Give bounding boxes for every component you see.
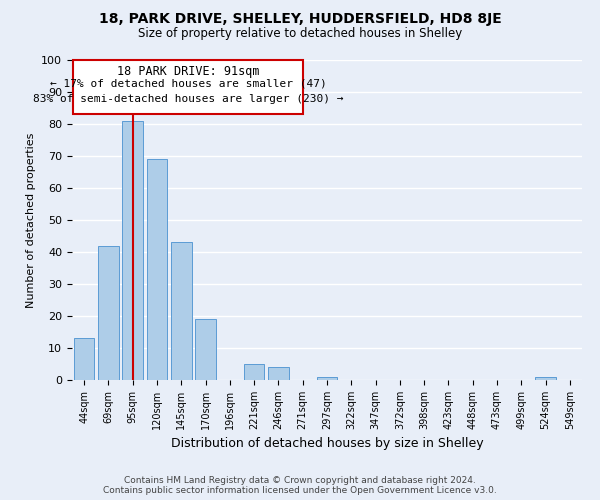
Bar [74, 338, 94, 380]
Text: 18 PARK DRIVE: 91sqm: 18 PARK DRIVE: 91sqm [117, 65, 259, 78]
Text: Contains HM Land Registry data © Crown copyright and database right 2024.: Contains HM Land Registry data © Crown c… [124, 476, 476, 485]
Bar [171, 242, 191, 380]
Bar [535, 377, 556, 380]
Text: Contains public sector information licensed under the Open Government Licence v3: Contains public sector information licen… [103, 486, 497, 495]
Bar [268, 367, 289, 380]
Bar [244, 364, 265, 380]
Text: ← 17% of detached houses are smaller (47): ← 17% of detached houses are smaller (47… [50, 78, 326, 88]
Text: Size of property relative to detached houses in Shelley: Size of property relative to detached ho… [138, 28, 462, 40]
Text: 18, PARK DRIVE, SHELLEY, HUDDERSFIELD, HD8 8JE: 18, PARK DRIVE, SHELLEY, HUDDERSFIELD, H… [98, 12, 502, 26]
Y-axis label: Number of detached properties: Number of detached properties [26, 132, 36, 308]
Bar [146, 159, 167, 380]
Text: 83% of semi-detached houses are larger (230) →: 83% of semi-detached houses are larger (… [33, 94, 343, 104]
Bar [122, 121, 143, 380]
X-axis label: Distribution of detached houses by size in Shelley: Distribution of detached houses by size … [170, 438, 484, 450]
FancyBboxPatch shape [73, 60, 303, 114]
Bar [317, 377, 337, 380]
Bar [98, 246, 119, 380]
Bar [195, 319, 216, 380]
